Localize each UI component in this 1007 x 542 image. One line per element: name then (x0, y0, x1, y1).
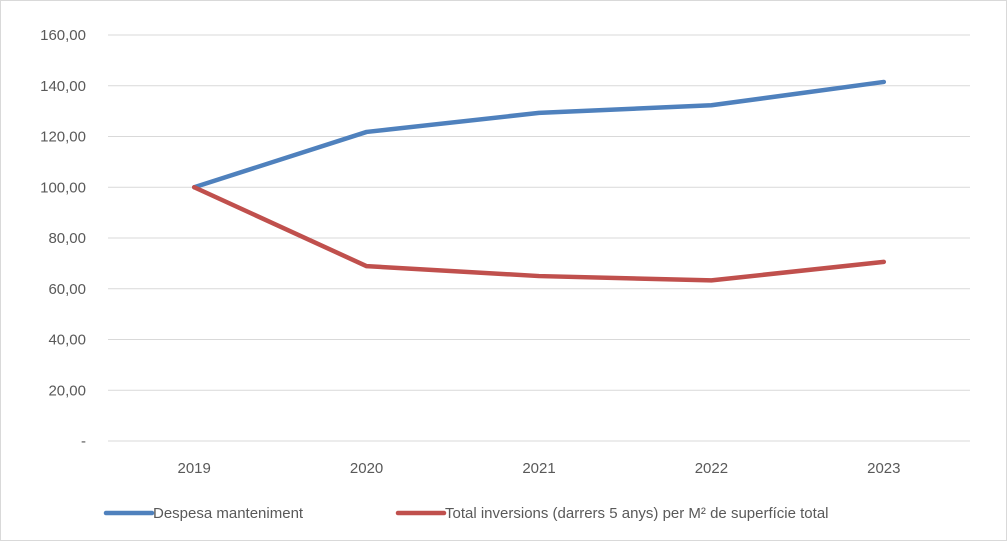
y-tick-label: 140,00 (40, 78, 86, 95)
x-tick-label: 2021 (522, 460, 555, 477)
y-tick-label: 60,00 (48, 281, 86, 298)
y-axis-tick-labels: - 20,00 40,00 60,00 80,00 100,00 120,00 140,00 1… (40, 27, 86, 450)
x-axis-tick-labels: 2019 2020 2021 2022 2023 (178, 460, 901, 477)
y-tick-label: 120,00 (40, 129, 86, 146)
legend-label: Despesa manteniment (153, 505, 304, 522)
y-tick-label: 40,00 (48, 332, 86, 349)
series-line-1 (194, 82, 884, 187)
x-tick-label: 2020 (350, 460, 383, 477)
series-line-2 (194, 187, 884, 280)
y-tick-label: 100,00 (40, 179, 86, 196)
x-tick-label: 2019 (178, 460, 211, 477)
legend-label: Total inversions (darrers 5 anys) per M²… (445, 505, 829, 522)
series-lines (194, 82, 884, 280)
y-tick-label: 160,00 (40, 27, 86, 44)
y-tick-label: 20,00 (48, 382, 86, 399)
x-tick-label: 2022 (695, 460, 728, 477)
y-tick-label: - (81, 433, 86, 450)
x-tick-label: 2023 (867, 460, 900, 477)
y-tick-label: 80,00 (48, 230, 86, 247)
gridlines (108, 35, 970, 441)
legend: Despesa manteniment Total inversions (dar… (106, 505, 829, 522)
